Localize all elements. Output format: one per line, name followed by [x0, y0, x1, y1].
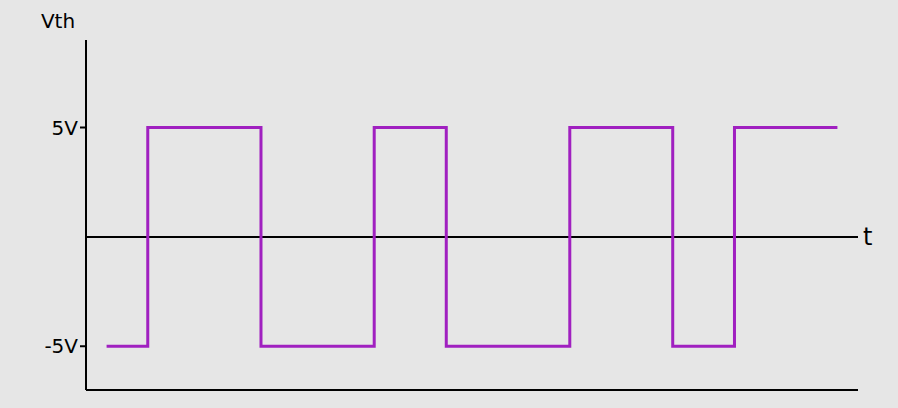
svg-text:t: t — [863, 223, 872, 251]
svg-text:5V: 5V — [52, 116, 79, 140]
svg-text:-5V: -5V — [44, 334, 78, 358]
svg-text:Vth: Vth — [41, 9, 75, 33]
